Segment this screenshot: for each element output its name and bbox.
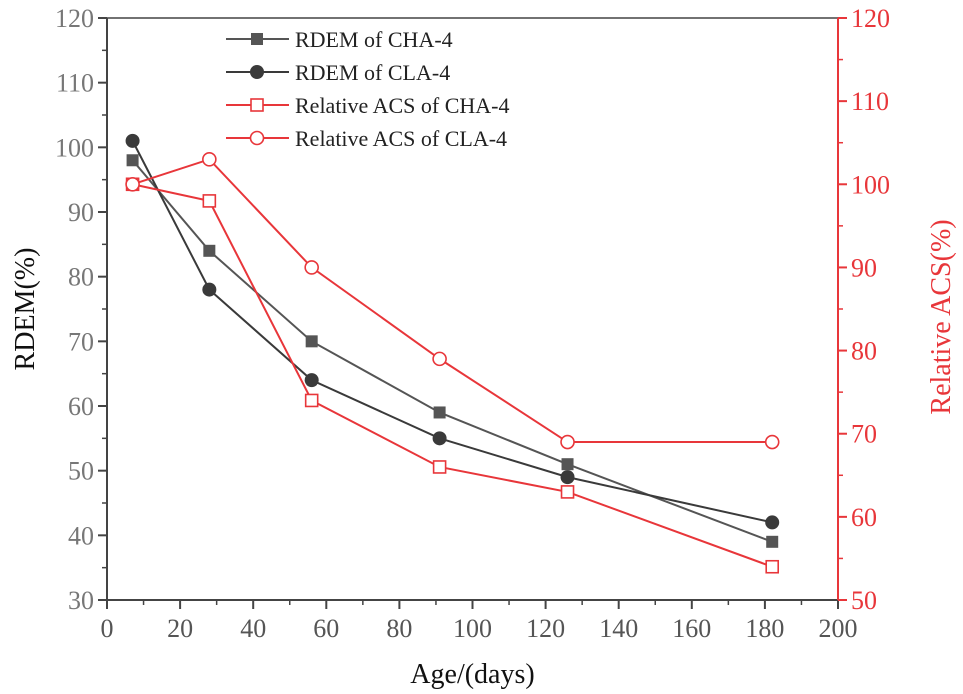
data-point [560,485,575,499]
legend-label: RDEM of CHA-4 [295,27,453,52]
data-point [561,458,574,471]
y-tick-label: 100 [55,133,94,162]
x-tick-label: 40 [240,614,266,643]
y-tick-label: 70 [68,327,94,356]
axes: 0 20 40 60 80 100 120 140 160 180 200 30 40 50 60 70 80 9… [55,4,890,643]
x-tick-label: 120 [526,614,565,643]
data-point [766,535,779,548]
x-tick-label: 60 [313,614,339,643]
series-line [131,159,773,543]
x-axis-title: Age/(days) [410,659,534,690]
legend-entry: RDEM of CHA-4 [226,27,453,52]
x-tick-label: 160 [672,614,711,643]
data-point [202,152,217,167]
series-line [132,158,773,444]
series-line [132,183,773,568]
x-tick-label: 80 [386,614,412,643]
series-rdem-of-cha-4 [126,154,779,548]
legend-marker [249,130,265,146]
series-relative-acs-of-cha-4 [125,177,780,574]
data-point [202,194,217,208]
y-tick-label: 50 [68,457,94,486]
y-tick-label: 120 [55,4,94,33]
series-layer [125,133,780,574]
x-tick-label: 0 [101,614,114,643]
y-tick-label: 90 [68,198,94,227]
data-point [432,351,447,367]
x-tick-label: 20 [167,614,193,643]
y2-tick-label: 100 [851,170,890,199]
y2-tick-label: 60 [851,503,877,532]
y-tick-label: 30 [68,586,94,615]
x-tick-label: 180 [745,614,784,643]
x-tick-label: 100 [453,614,492,643]
y2-tick-label: 110 [851,87,889,116]
y2-axis-title: Relative ACS(%) [926,219,957,414]
y-tick-label: 80 [68,263,94,292]
data-point [125,176,140,192]
y-axis-title: RDEM(%) [10,248,41,371]
x-tick-label: 200 [819,614,858,643]
data-point [765,559,780,574]
data-point [560,434,575,450]
y2-tick-label: 90 [851,253,877,282]
y-tick-label: 60 [68,392,94,421]
legend: RDEM of CHA-4 RDEM of CLA-4 Relative ACS o… [226,27,510,151]
legend-marker [250,65,264,79]
data-point [126,154,139,167]
legend-entry: RDEM of CLA-4 [226,60,450,85]
legend-entry: Relative ACS of CLA-4 [226,126,507,151]
data-point [432,431,447,446]
series-relative-acs-of-cla-4 [125,152,780,450]
data-point [765,515,780,530]
y-tick-label: 40 [68,521,94,550]
legend-label: Relative ACS of CLA-4 [295,126,507,151]
data-point [203,244,216,257]
data-point [764,434,780,450]
y2-tick-label: 50 [851,586,877,615]
x-tick-label: 140 [599,614,638,643]
data-point [433,406,446,419]
data-point [304,373,319,388]
data-point [304,393,319,408]
y2-tick-label: 70 [851,420,877,449]
data-point [305,335,318,348]
legend-entry: Relative ACS of CHA-4 [226,93,510,118]
data-point [560,470,575,485]
y-tick-label: 110 [56,69,94,98]
data-point [304,260,319,275]
legend-marker [251,33,263,45]
series-line [131,140,773,524]
y2-tick-label: 120 [851,4,890,33]
data-point [125,133,140,148]
y2-tick-label: 80 [851,337,877,366]
legend-label: RDEM of CLA-4 [295,60,450,85]
legend-marker [250,98,264,112]
data-point [202,282,217,297]
series-rdem-of-cla-4 [125,133,780,530]
legend-label: Relative ACS of CHA-4 [295,93,510,118]
data-point [432,460,447,474]
